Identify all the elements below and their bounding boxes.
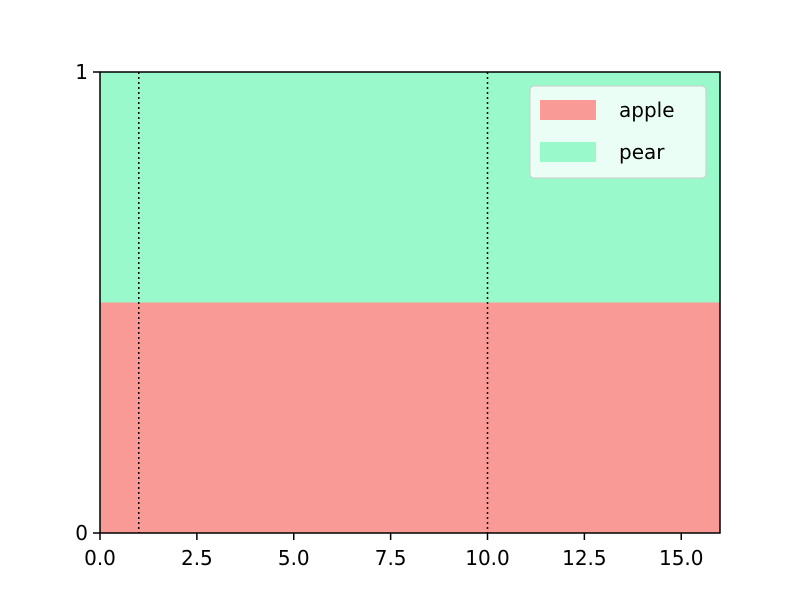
x-tick-label: 2.5	[181, 546, 213, 570]
x-tick-label: 12.5	[562, 546, 607, 570]
legend-label: pear	[619, 140, 665, 164]
y-tick-label: 1	[75, 60, 88, 84]
plot-frame	[99, 71, 721, 534]
legend-swatch	[540, 142, 596, 162]
legend-swatch	[540, 100, 596, 120]
x-tick-label: 7.5	[375, 546, 407, 570]
x-tick-label: 15.0	[659, 546, 704, 570]
x-tick-label: 10.0	[465, 546, 510, 570]
y-tick-label: 0	[75, 521, 88, 545]
legend-label: apple	[619, 98, 675, 122]
legend-box	[529, 85, 707, 179]
x-tick-label: 5.0	[278, 546, 310, 570]
x-tick-label: 0.0	[84, 546, 116, 570]
area	[100, 302, 720, 533]
